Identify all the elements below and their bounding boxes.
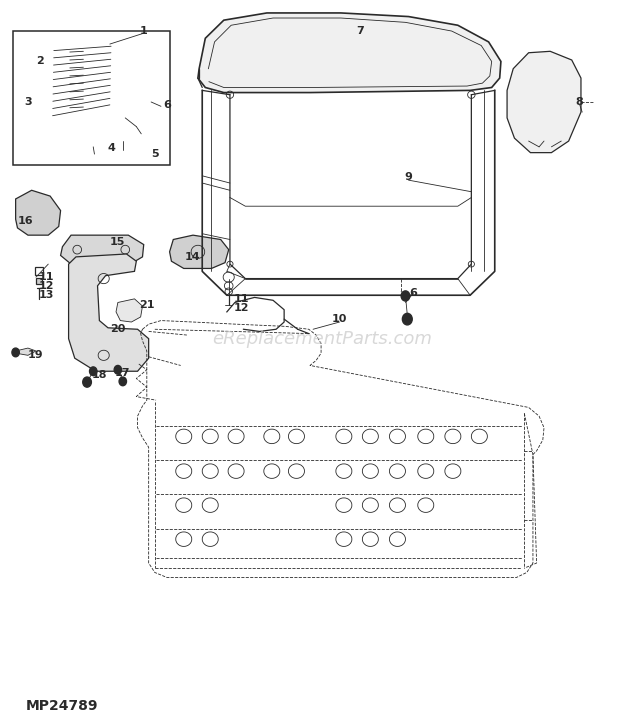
Text: 6: 6 [163,100,171,110]
Text: 6: 6 [410,288,417,298]
Bar [13,31,170,165]
Text: 8: 8 [576,97,583,107]
Polygon shape [16,190,61,235]
Polygon shape [69,254,149,371]
Text: 12: 12 [233,303,249,312]
Text: 19: 19 [28,350,44,360]
Text: 7: 7 [356,26,365,36]
Circle shape [159,105,166,112]
Circle shape [401,291,410,301]
Text: 14: 14 [185,252,201,262]
Text: 3: 3 [24,97,32,107]
Text: eReplacementParts.com: eReplacementParts.com [213,330,432,348]
Polygon shape [28,44,69,119]
Text: 2: 2 [37,57,44,66]
Polygon shape [170,235,229,269]
Text: 11: 11 [38,272,54,282]
Text: 11: 11 [233,294,249,304]
Text: 13: 13 [38,290,54,300]
Text: 9: 9 [405,173,412,182]
Text: 20: 20 [110,324,125,334]
Circle shape [119,377,126,386]
Polygon shape [116,299,143,322]
Circle shape [12,348,19,357]
Text: 18: 18 [92,370,107,380]
Text: 15: 15 [110,237,125,248]
Text: 16: 16 [18,215,33,226]
Text: 17: 17 [115,368,130,378]
Polygon shape [16,348,36,355]
Circle shape [89,367,97,376]
Text: 1: 1 [140,26,148,36]
Text: 21: 21 [139,300,154,309]
Circle shape [138,132,146,141]
Circle shape [402,313,412,325]
Polygon shape [81,44,124,118]
Text: 10: 10 [332,314,347,324]
Polygon shape [61,235,144,264]
Text: 5: 5 [151,149,159,159]
Text: 4: 4 [108,143,116,154]
Circle shape [114,365,122,374]
Text: MP24789: MP24789 [25,699,98,713]
Polygon shape [198,13,501,92]
Circle shape [82,377,91,387]
Polygon shape [507,51,581,153]
Text: 12: 12 [38,281,54,290]
